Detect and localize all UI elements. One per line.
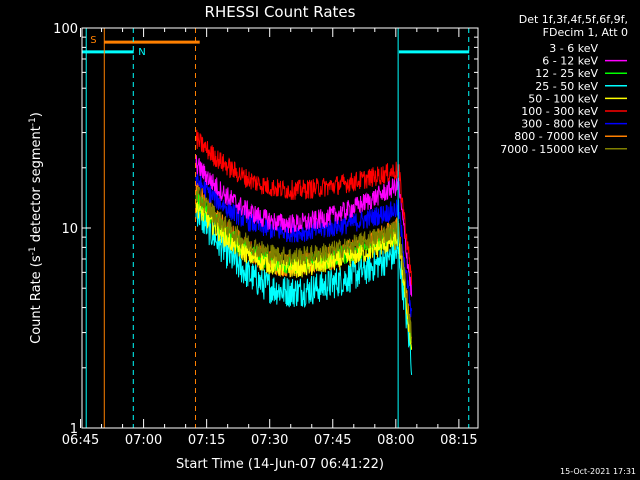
legend-label: 3 - 6 keV: [549, 42, 598, 55]
series-layer: [195, 129, 413, 375]
legend-label: 100 - 300 keV: [521, 105, 598, 118]
y-axis-label-middle: detector segment: [29, 126, 44, 246]
series-line: [195, 155, 413, 297]
legend-label: 50 - 100 keV: [528, 92, 598, 105]
night-label: N: [138, 47, 145, 58]
series-line: [195, 202, 413, 375]
legend-label: 300 - 800 keV: [521, 118, 598, 131]
y-axis: 1 10 100: [53, 22, 478, 437]
x-tick-label: 07:30: [251, 433, 288, 448]
x-tick-label: 06:45: [62, 433, 99, 448]
legend-header-line-2: FDecim 1, Att 0: [543, 26, 628, 39]
x-tick-label: 08:15: [440, 433, 477, 448]
x-tick-label: 08:00: [377, 433, 414, 448]
y-tick-label: 10: [61, 222, 78, 237]
y-axis-label-exponent-2: -1: [28, 117, 38, 126]
x-axis: 06:45 07:00 07:15 07:30 07:45 08:00 08:15: [62, 28, 478, 448]
y-tick-label: 100: [53, 22, 78, 37]
flag-layer: SN: [82, 28, 470, 428]
legend-header-line-1: Det 1f,3f,4f,5f,6f,9f,: [519, 13, 628, 26]
series-line: [195, 171, 413, 318]
series-line: [195, 129, 413, 285]
legend-label: 6 - 12 keV: [542, 55, 598, 68]
x-axis-label: Start Time (14-Jun-07 06:41:22): [176, 457, 384, 472]
legend-label: 25 - 50 keV: [535, 80, 598, 93]
legend-label: 12 - 25 keV: [535, 67, 598, 80]
y-axis-label-main: Count Rate (s: [29, 255, 44, 344]
x-tick-label: 07:15: [188, 433, 225, 448]
series-line: [195, 186, 413, 344]
y-axis-label: Count Rate (s-1 detector segment-1): [28, 112, 44, 344]
y-axis-label-end: ): [29, 112, 44, 117]
generation-timestamp: 15-Oct-2021 17:31: [560, 467, 636, 476]
y-tick-label: 1: [70, 422, 78, 437]
y-axis-label-exponent-1: -1: [28, 246, 38, 255]
saa-label: S: [90, 35, 96, 46]
x-tick-label: 07:45: [314, 433, 351, 448]
chart-title: RHESSI Count Rates: [205, 3, 356, 21]
legend-label: 7000 - 15000 keV: [500, 143, 598, 156]
legend-label: 800 - 7000 keV: [514, 130, 598, 143]
series-line: [195, 198, 413, 350]
x-tick-label: 07:00: [125, 433, 162, 448]
